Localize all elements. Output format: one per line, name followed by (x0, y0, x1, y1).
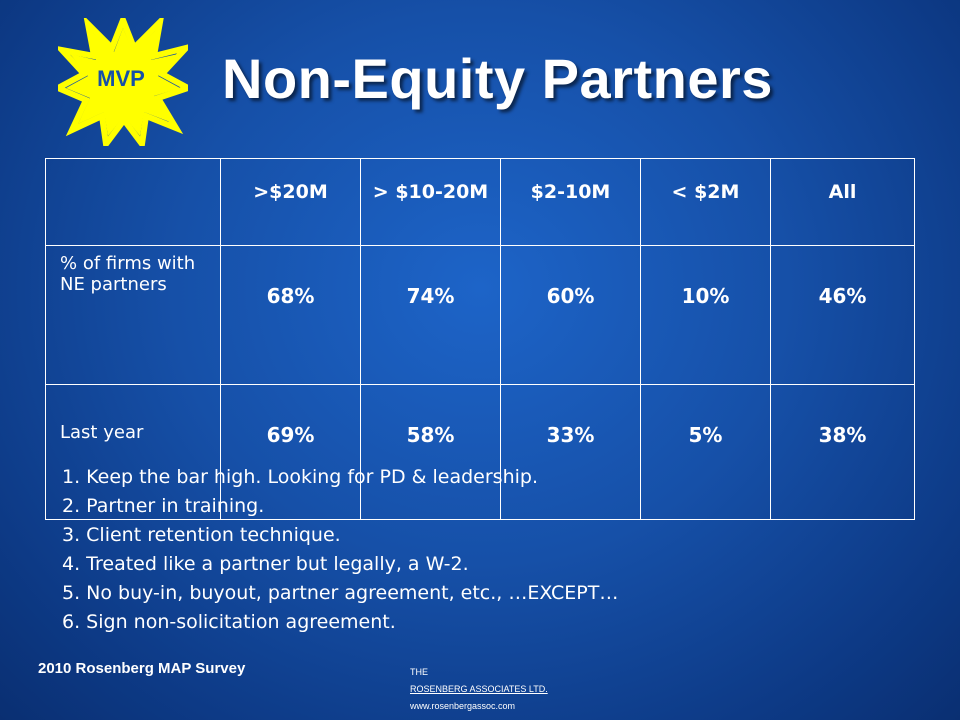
row-label: % of firms with NE partners (45, 245, 221, 385)
list-item: 6. Sign non-solicitation agreement. (62, 611, 396, 633)
table-row: Last year 69% 58% 33% 5% 38% (45, 384, 915, 520)
table-cell: 10% (640, 245, 771, 385)
table-cell: 60% (500, 245, 641, 385)
company-website[interactable]: www.rosenbergassoc.com (410, 701, 516, 711)
badge-label: MVP (97, 66, 145, 91)
mvp-badge: MVP (58, 18, 188, 146)
list-item: 5. No buy-in, buyout, partner agreement,… (62, 582, 619, 604)
table-cell: 46% (770, 245, 915, 385)
list-item: 4. Treated like a partner but legally, a… (62, 553, 469, 575)
table-cell: 38% (770, 384, 915, 520)
row-label: Last year (45, 384, 221, 520)
table-cell: 68% (220, 245, 361, 385)
company-footer: THE ROSENBERG ASSOCIATES LTD. www.rosenb… (410, 664, 548, 715)
table-row: % of firms with NE partners 68% 74% 60% … (45, 245, 915, 385)
list-item: 2. Partner in training. (62, 495, 265, 517)
company-prefix: THE (410, 667, 428, 677)
table-cell: 5% (640, 384, 771, 520)
survey-footer: 2010 Rosenberg MAP Survey (38, 660, 246, 677)
header-empty-cell (45, 158, 221, 246)
table-header-row: >$20M > $10-20M $2-10M < $2M All (45, 158, 915, 246)
notes-list: 1. Keep the bar high. Looking for PD & l… (62, 463, 618, 637)
list-item: 1. Keep the bar high. Looking for PD & l… (62, 466, 539, 488)
column-header: < $2M (640, 158, 771, 246)
column-header: $2-10M (500, 158, 641, 246)
column-header: All (770, 158, 915, 246)
column-header: >$20M (220, 158, 361, 246)
list-item: 3. Client retention technique. (62, 524, 341, 546)
data-table: >$20M > $10-20M $2-10M < $2M All % of fi… (45, 158, 915, 520)
table-cell: 74% (360, 245, 501, 385)
page-title: Non-Equity Partners (222, 47, 773, 110)
table-cell: 58% (360, 384, 501, 520)
company-name-link[interactable]: ROSENBERG ASSOCIATES LTD. (410, 684, 548, 694)
column-header: > $10-20M (360, 158, 501, 246)
table-cell: 69% (220, 384, 361, 520)
